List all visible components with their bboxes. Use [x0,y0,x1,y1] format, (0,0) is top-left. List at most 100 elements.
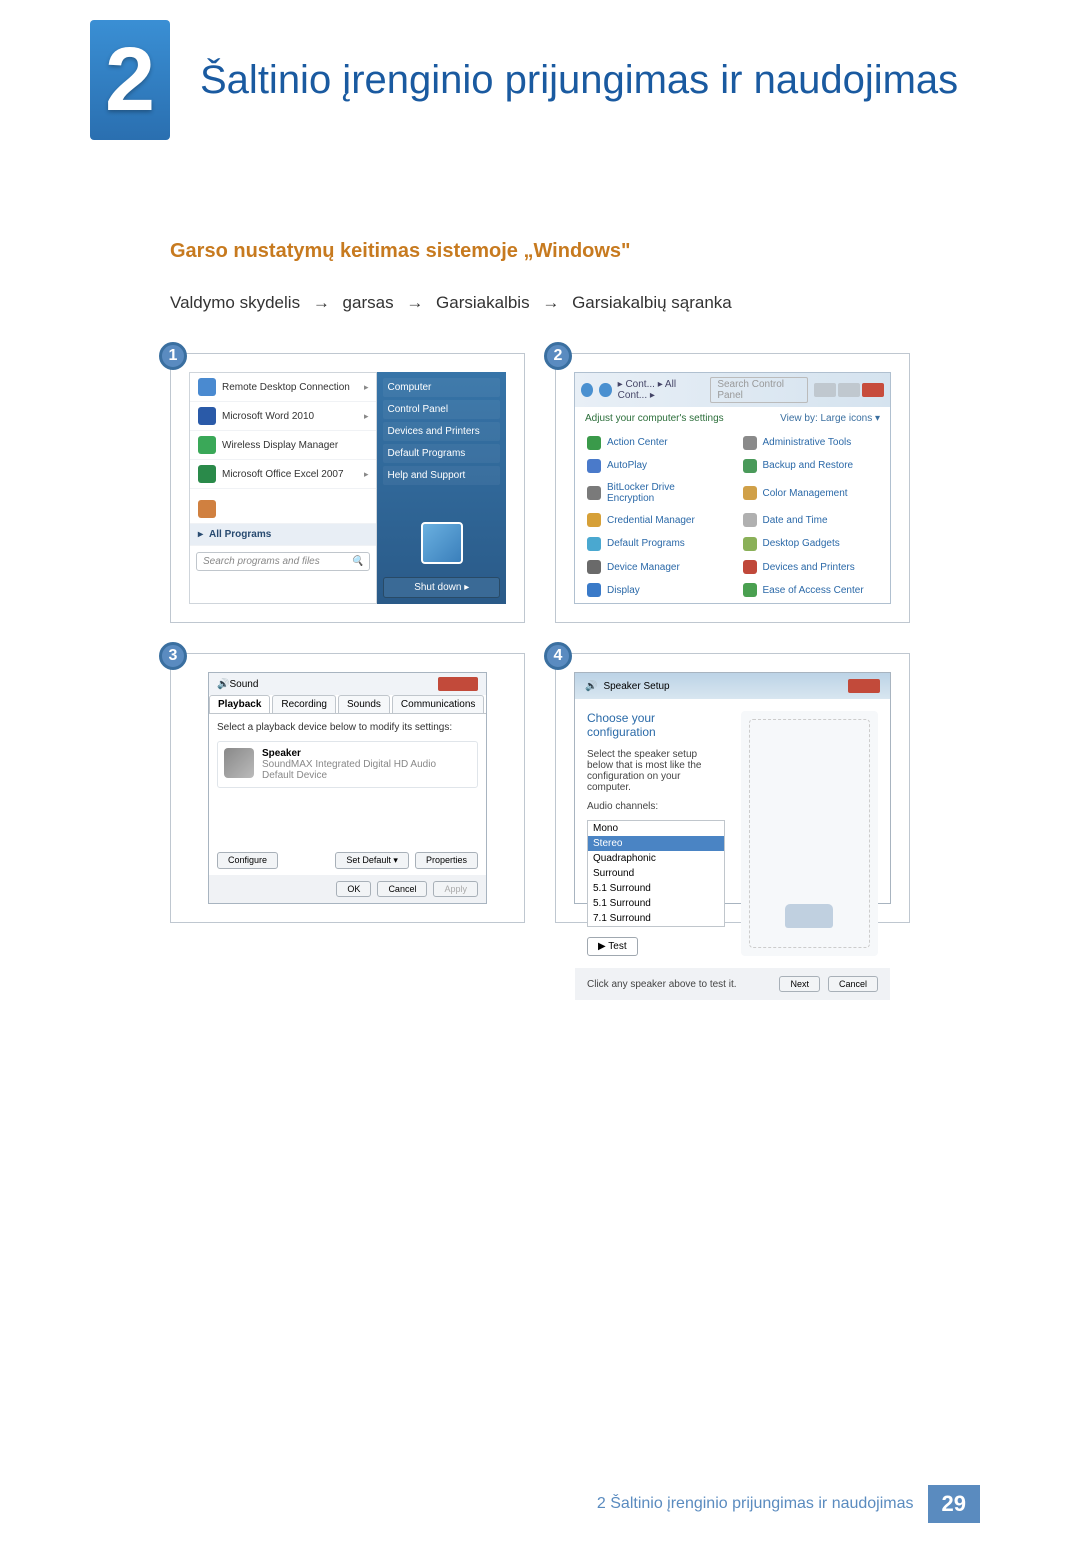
cp-item[interactable]: Display [587,582,723,599]
nav-forward-icon[interactable] [599,383,611,397]
cp-item[interactable]: Desktop Gadgets [743,535,879,552]
window-titlebar: 🔊 Sound [209,673,486,695]
cp-item[interactable]: Credential Manager [587,512,723,529]
start-menu-right: Computer Control Panel Devices and Print… [377,372,506,604]
start-menu-left: Remote Desktop Connection ▸ Microsoft Wo… [189,372,377,604]
search-input[interactable]: Search Control Panel [710,377,808,403]
arrow-icon: → [542,293,559,312]
sofa-icon [785,904,833,928]
breadcrumb: Valdymo skydelis → garsas → Garsiakalbis… [170,293,910,313]
app-icon [198,378,216,396]
playback-device[interactable]: Speaker SoundMAX Integrated Digital HD A… [217,741,478,788]
chevron-right-icon: ▸ [364,382,369,393]
channels-list[interactable]: Mono Stereo Quadraphonic Surround 5.1 Su… [587,820,725,927]
start-right-item[interactable]: Control Panel [383,400,500,419]
ok-button[interactable]: OK [336,881,371,897]
cp-item[interactable]: BitLocker Drive Encryption [587,481,723,506]
test-button[interactable]: ▶ Test [587,937,638,956]
start-right-item[interactable]: Help and Support [383,466,500,485]
next-button[interactable]: Next [779,976,820,992]
speaker-setup-left: Choose your configuration Select the spe… [587,711,725,956]
start-right-item[interactable]: Computer [383,378,500,397]
cancel-button[interactable]: Cancel [377,881,427,897]
channel-option-selected[interactable]: Stereo [588,836,724,851]
user-avatar [421,522,463,564]
speaker-setup-window: 🔊 Speaker Setup Choose your configuratio… [574,672,891,904]
device-detail: SoundMAX Integrated Digital HD Audio [262,759,436,770]
start-item[interactable]: Wireless Display Manager [190,431,376,460]
cp-item[interactable]: Ease of Access Center [743,582,879,599]
app-icon [198,436,216,454]
cp-item[interactable]: Devices and Printers [743,558,879,575]
sound-icon: 🔊 [217,679,229,690]
window-titlebar: ▸ Cont... ▸ All Cont... ▸ Search Control… [575,373,890,407]
search-placeholder: Search programs and files [203,556,320,567]
step-badge: 2 [544,342,572,370]
app-icon [198,465,216,483]
close-button[interactable] [438,677,478,691]
set-default-button[interactable]: Set Default ▾ [335,852,409,869]
config-description: Select the speaker setup below that is m… [587,749,725,793]
channel-option[interactable]: Mono [588,821,724,836]
dialog-buttons: OK Cancel Apply [209,875,486,903]
step-badge: 1 [159,342,187,370]
minimize-button[interactable] [814,383,836,397]
cp-item[interactable]: Backup and Restore [743,457,879,474]
chevron-right-icon: ▸ [198,529,203,540]
tab-sounds[interactable]: Sounds [338,695,390,713]
arrow-icon: → [313,293,330,312]
channel-option[interactable]: 5.1 Surround [588,896,724,911]
apply-button[interactable]: Apply [433,881,478,897]
start-right-item[interactable]: Default Programs [383,444,500,463]
all-programs-button[interactable]: ▸ All Programs [190,524,376,546]
tab-playback[interactable]: Playback [209,695,270,713]
cp-item[interactable]: Device Manager [587,558,723,575]
close-button[interactable] [862,383,884,397]
cp-item[interactable]: AutoPlay [587,457,723,474]
channel-option[interactable]: 7.1 Surround [588,911,724,926]
start-item[interactable]: Microsoft Word 2010 ▸ [190,402,376,431]
control-panel-items: Action Center Administrative Tools AutoP… [575,430,890,603]
page-number: 29 [928,1485,980,1523]
cp-item[interactable]: Action Center [587,434,723,451]
step-badge: 3 [159,642,187,670]
configure-button[interactable]: Configure [217,852,278,869]
chapter-header: 2 Šaltinio įrenginio prijungimas ir naud… [0,20,1080,140]
screenshot-step-1: 1 Remote Desktop Connection ▸ Microsoft … [170,353,525,623]
close-button[interactable] [848,679,880,693]
channel-option[interactable]: 5.1 Surround [588,881,724,896]
tab-communications[interactable]: Communications [392,695,484,713]
start-right-item[interactable]: Devices and Printers [383,422,500,441]
address-bar[interactable]: ▸ Cont... ▸ All Cont... ▸ [618,379,705,401]
control-panel-header: Adjust your computer's settings View by:… [575,407,890,430]
cp-item[interactable]: Administrative Tools [743,434,879,451]
start-item[interactable]: Remote Desktop Connection ▸ [190,373,376,402]
cp-item[interactable]: Default Programs [587,535,723,552]
window-title: Sound [229,679,258,690]
start-item-pinned[interactable] [190,495,376,524]
sound-description: Select a playback device below to modify… [217,722,478,733]
channel-option[interactable]: Surround [588,866,724,881]
window-controls [814,383,884,397]
cp-item[interactable]: Date and Time [743,512,879,529]
tab-recording[interactable]: Recording [272,695,336,713]
view-by-dropdown[interactable]: View by: Large icons ▾ [780,413,880,424]
channel-option[interactable]: Quadraphonic [588,851,724,866]
app-icon [198,500,216,518]
section-heading: Garso nustatymų keitimas sistemoje „Wind… [170,240,910,263]
step-badge: 4 [544,642,572,670]
cancel-button[interactable]: Cancel [828,976,878,992]
breadcrumb-part: Valdymo skydelis [170,293,300,312]
nav-back-icon[interactable] [581,383,593,397]
chapter-title: Šaltinio įrenginio prijungimas ir naudoj… [200,58,958,103]
start-item[interactable]: Microsoft Office Excel 2007 ▸ [190,460,376,489]
page-footer: 2 Šaltinio įrenginio prijungimas ir naud… [597,1485,980,1523]
properties-button[interactable]: Properties [415,852,478,869]
start-item-label: Microsoft Office Excel 2007 [222,469,344,480]
maximize-button[interactable] [838,383,860,397]
shutdown-button[interactable]: Shut down ▸ [383,577,500,598]
start-item-label: Wireless Display Manager [222,440,338,451]
breadcrumb-part: Garsiakalbių sąranka [572,293,732,312]
cp-item[interactable]: Color Management [743,481,879,506]
search-input[interactable]: Search programs and files 🔍 [196,552,370,571]
